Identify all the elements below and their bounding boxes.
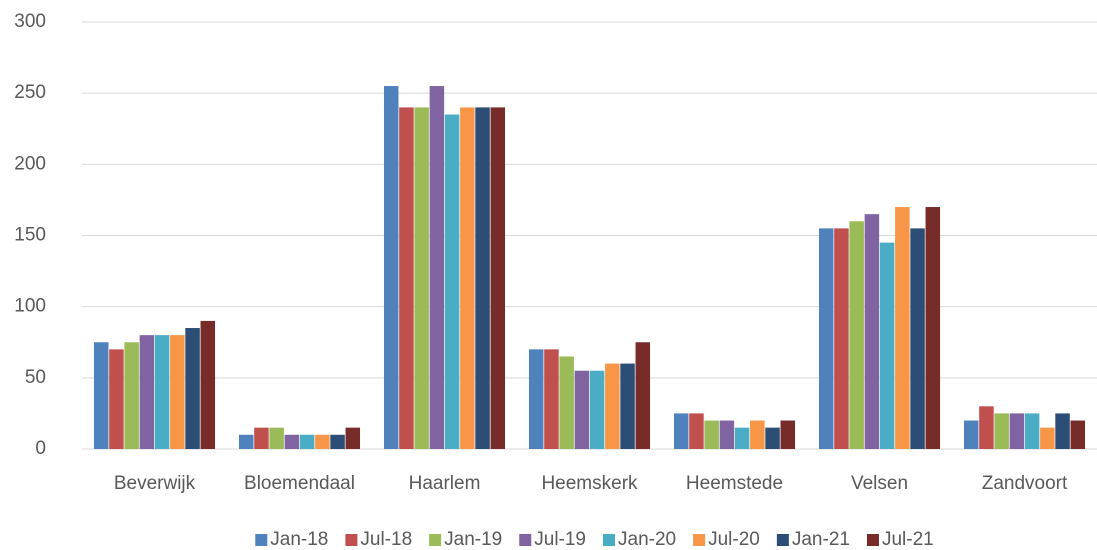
bar [963, 420, 979, 449]
bar [879, 242, 895, 449]
bar [620, 363, 635, 449]
bar [780, 420, 796, 449]
bar [254, 427, 269, 449]
bar [429, 86, 445, 450]
bar [490, 107, 506, 450]
y-tick-label: 100 [14, 296, 46, 317]
y-tick-label: 50 [25, 367, 46, 388]
legend-label: Jan-20 [618, 529, 676, 550]
bar [460, 107, 475, 450]
bar [269, 427, 284, 449]
legend-label: Jul-21 [882, 529, 934, 550]
bar [315, 434, 330, 449]
legend-label: Jan-21 [792, 529, 850, 550]
legend-swatch [776, 534, 789, 546]
legend-label: Jan-19 [444, 529, 502, 550]
bar [589, 370, 605, 449]
bar [330, 434, 345, 449]
legend-swatch [866, 534, 879, 546]
bar [910, 228, 925, 449]
bar [200, 320, 216, 449]
bar [1024, 413, 1040, 449]
legend-label: Jul-20 [708, 529, 760, 550]
bar [124, 342, 139, 449]
legend-label: Jul-19 [534, 529, 586, 550]
legend-label: Jul-18 [360, 529, 412, 550]
bar [1040, 427, 1055, 449]
x-tick-label: Heemskerk [541, 473, 638, 494]
legend-swatch [693, 534, 706, 546]
bar [605, 363, 620, 449]
x-tick-label: Heemstede [686, 473, 783, 494]
bar [139, 335, 155, 449]
x-tick-label: Beverwijk [114, 473, 196, 494]
bar [864, 214, 880, 449]
legend-swatch [255, 534, 268, 546]
bar [834, 228, 849, 449]
bar [574, 370, 590, 449]
bar [93, 342, 109, 449]
bar [704, 420, 719, 449]
bar [925, 207, 941, 449]
bar [109, 349, 124, 449]
bar [154, 335, 170, 449]
y-tick-label: 200 [14, 153, 46, 174]
y-tick-label: 150 [14, 225, 46, 246]
bar [544, 349, 559, 449]
bar [444, 114, 460, 450]
bar [170, 335, 185, 449]
bar [979, 406, 994, 449]
bar [1009, 413, 1025, 449]
bar [849, 221, 864, 449]
x-tick-label: Zandvoort [982, 473, 1068, 494]
legend-swatch [519, 534, 532, 546]
bar [818, 228, 834, 449]
x-tick-label: Bloemendaal [244, 473, 355, 494]
bar [1070, 420, 1086, 449]
bar [750, 420, 765, 449]
bar [284, 434, 300, 449]
x-tick-label: Haarlem [409, 473, 481, 494]
bar [673, 413, 689, 449]
bar [528, 349, 544, 449]
bar [383, 86, 399, 450]
legend-swatch [603, 534, 615, 546]
bar [185, 328, 200, 449]
bar [559, 356, 574, 449]
bar [734, 427, 750, 449]
bar [689, 413, 704, 449]
bar [238, 434, 254, 449]
bar [399, 107, 414, 450]
x-tick-label: Velsen [851, 473, 908, 494]
y-tick-label: 300 [14, 11, 46, 32]
legend-swatch [345, 534, 358, 546]
legend-swatch [429, 534, 442, 546]
y-tick-label: 0 [35, 438, 46, 459]
bar [719, 420, 735, 449]
bar [994, 413, 1009, 449]
bar [895, 207, 910, 449]
bar [765, 427, 780, 449]
legend-label: Jan-18 [270, 529, 328, 550]
bar [1055, 413, 1070, 449]
y-tick-label: 250 [14, 82, 46, 103]
bar [635, 342, 651, 449]
bar [299, 434, 315, 449]
bar [345, 427, 361, 449]
bar [475, 107, 490, 450]
bar [414, 107, 429, 450]
